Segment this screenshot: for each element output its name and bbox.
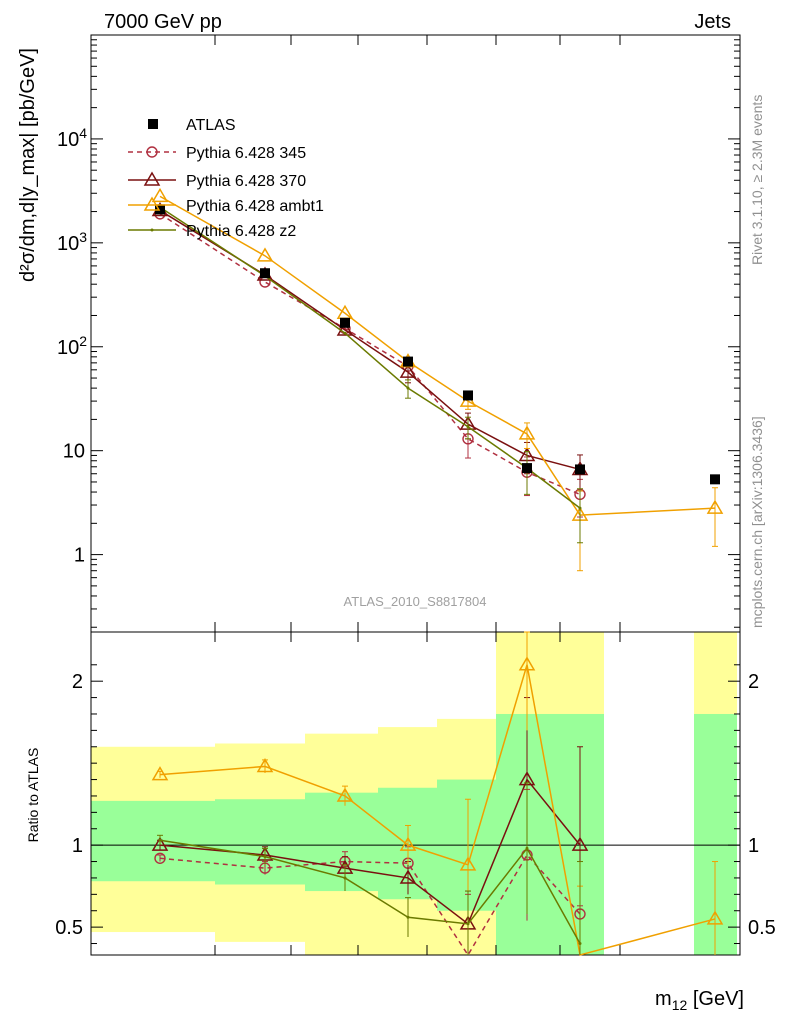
ratio-point-ambt1 [336,787,354,802]
series-line-z2 [159,206,581,509]
y-axis-label-top: d²σ/dm,d|y_max| [pb/GeV] [17,48,39,282]
ratio-y-tick-label: 1 [72,835,83,857]
tick-exponent: 4 [79,125,87,141]
y-axis-label-bottom: Ratio to ATLAS [25,748,41,843]
legend-marker-atlas [148,119,158,129]
side-text-rivet: Rivet 3.1.10, ≥ 2.3M events [749,95,765,265]
legend-marker-p370 [143,171,161,186]
main-y-tick-label: 10 [63,441,85,463]
atlas-data-point [463,390,473,401]
series-line-ambt1 [159,195,716,516]
legend-marker-z2 [150,228,154,232]
main-y-tick-label: 103 [57,229,87,255]
ratio-point-z2 [578,942,582,946]
ratio-point-p370 [399,869,417,884]
ratio-y-tick-label-right: 0.5 [748,917,776,939]
tick-base: 10 [57,129,79,151]
ratio-band-inner [215,799,305,885]
ratio-point-p370 [151,836,169,851]
main-y-tick-label: 102 [57,333,87,359]
ratio-point-p345 [154,852,166,864]
ratio-point-z2 [406,915,410,919]
ratio-point-z2 [343,876,347,880]
ratio-point-z2 [466,922,470,926]
ratio-band-inner [305,792,378,892]
main-series-layer [151,187,724,572]
point-z2 [406,386,410,390]
atlas-data-point [340,317,350,328]
x-axis-label: m12 [GeV] [655,988,744,1013]
atlas-data-point [403,356,413,367]
tick-exponent: 2 [79,333,87,349]
atlas-data-point [575,464,585,475]
x-axis-label-main: m [655,988,672,1010]
ratio-point-ambt1 [399,836,417,851]
ratio-point-ambt1 [518,656,536,671]
ratio-y-tick-label-right: 1 [748,835,759,857]
tick-exponent: 3 [79,229,87,245]
side-text-mcplots: mcplots.cern.ch [arXiv:1306.3436] [749,416,765,628]
ratio-point-ambt1 [256,757,274,773]
point-z2 [466,425,470,429]
point-ambt1 [706,499,724,514]
point-z2 [578,506,582,510]
ratio-point-ambt1 [706,910,724,925]
tick-base: 10 [57,337,79,359]
ratio-y-tick-label: 0.5 [55,917,83,939]
legend-label-p370: Pythia 6.428 370 [186,173,306,190]
legend-label-z2: Pythia 6.428 z2 [186,223,296,240]
atlas-data-point [522,463,532,474]
ratio-band-inner [91,800,215,882]
legend-marker-p345 [146,146,158,158]
legend-marker-ambt1 [143,196,161,211]
ratio-series-layer [151,631,724,957]
atlas-data-point [155,204,165,215]
point-p370 [336,321,354,336]
legend: ATLAS Pythia 6.428 345 Pythia 6.428 370 Pyt… [128,117,324,240]
header-left: 7000 GeV pp [104,11,222,33]
ratio-point-ambt1 [459,856,477,871]
point-ambt1 [256,247,274,262]
legend-label-ambt1: Pythia 6.428 ambt1 [186,198,324,215]
x-axis-label-sub: 12 [672,997,688,1013]
ratio-band-inner [550,713,604,955]
atlas-data-point [260,268,270,279]
point-ambt1 [151,187,169,203]
point-p370 [399,363,417,378]
ratio-point-z2 [525,846,529,850]
ratio-point-p370 [571,836,589,851]
header-right: Jets [694,11,731,33]
ratio-y-tick-label-right: 2 [748,671,759,693]
ratio-line-ambt1 [159,664,716,956]
ratio-plot-frame: 0.5 0.5 1 1 2 2 [55,631,776,956]
atlas-data-point [710,474,720,485]
tick-base: 10 [57,233,79,255]
ratio-point-z2 [158,838,162,842]
ratio-point-z2 [263,855,267,859]
ratio-plot-border [90,631,741,956]
ratio-uncertainty-bands [91,632,737,955]
point-ambt1 [518,425,536,440]
main-y-tick-label: 104 [57,125,87,151]
point-z2 [343,331,347,335]
legend-label-p345: Pythia 6.428 345 [186,145,306,162]
main-y-tick-label: 1 [74,545,85,567]
legend-label-atlas: ATLAS [186,117,236,134]
ratio-point-ambt1 [151,766,169,781]
x-axis-label-unit: [GeV] [687,988,744,1010]
watermark: ATLAS_2010_S8817804 [344,594,487,609]
ratio-y-tick-label: 2 [72,671,83,693]
